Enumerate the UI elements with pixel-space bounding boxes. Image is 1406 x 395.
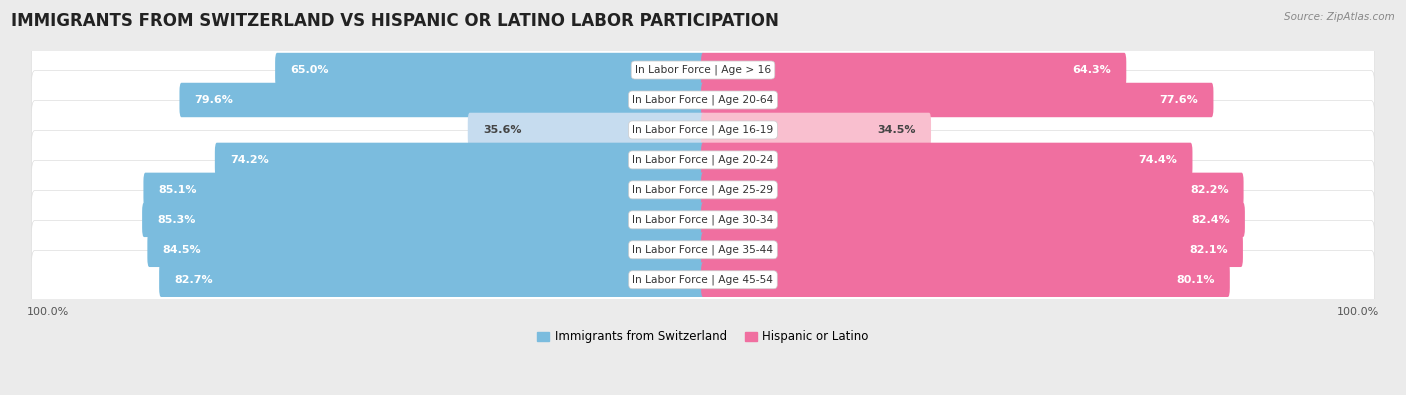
FancyBboxPatch shape — [702, 233, 1243, 267]
FancyBboxPatch shape — [31, 41, 1375, 100]
FancyBboxPatch shape — [31, 190, 1375, 249]
Text: In Labor Force | Age 25-29: In Labor Force | Age 25-29 — [633, 184, 773, 195]
FancyBboxPatch shape — [148, 233, 704, 267]
FancyBboxPatch shape — [31, 71, 1375, 129]
Text: In Labor Force | Age 45-54: In Labor Force | Age 45-54 — [633, 275, 773, 285]
FancyBboxPatch shape — [142, 203, 704, 237]
Text: 35.6%: 35.6% — [482, 125, 522, 135]
FancyBboxPatch shape — [31, 101, 1375, 159]
FancyBboxPatch shape — [468, 113, 704, 147]
FancyBboxPatch shape — [180, 83, 704, 117]
FancyBboxPatch shape — [702, 53, 1126, 87]
Text: 74.2%: 74.2% — [231, 155, 269, 165]
Text: 77.6%: 77.6% — [1160, 95, 1198, 105]
FancyBboxPatch shape — [276, 53, 704, 87]
FancyBboxPatch shape — [143, 173, 704, 207]
Text: 84.5%: 84.5% — [163, 245, 201, 255]
FancyBboxPatch shape — [702, 173, 1243, 207]
Text: In Labor Force | Age 35-44: In Labor Force | Age 35-44 — [633, 245, 773, 255]
FancyBboxPatch shape — [31, 250, 1375, 309]
Text: 64.3%: 64.3% — [1073, 65, 1111, 75]
FancyBboxPatch shape — [159, 263, 704, 297]
FancyBboxPatch shape — [31, 131, 1375, 189]
Text: 82.4%: 82.4% — [1191, 215, 1230, 225]
FancyBboxPatch shape — [702, 263, 1230, 297]
Legend: Immigrants from Switzerland, Hispanic or Latino: Immigrants from Switzerland, Hispanic or… — [533, 325, 873, 348]
Text: 65.0%: 65.0% — [290, 65, 329, 75]
FancyBboxPatch shape — [702, 143, 1192, 177]
Text: 80.1%: 80.1% — [1177, 275, 1215, 285]
Text: Source: ZipAtlas.com: Source: ZipAtlas.com — [1284, 12, 1395, 22]
Text: In Labor Force | Age > 16: In Labor Force | Age > 16 — [636, 65, 770, 75]
Text: 79.6%: 79.6% — [194, 95, 233, 105]
Text: In Labor Force | Age 20-24: In Labor Force | Age 20-24 — [633, 155, 773, 165]
Text: IMMIGRANTS FROM SWITZERLAND VS HISPANIC OR LATINO LABOR PARTICIPATION: IMMIGRANTS FROM SWITZERLAND VS HISPANIC … — [11, 12, 779, 30]
Text: 85.1%: 85.1% — [159, 185, 197, 195]
FancyBboxPatch shape — [702, 83, 1213, 117]
Text: 34.5%: 34.5% — [877, 125, 915, 135]
FancyBboxPatch shape — [215, 143, 704, 177]
Text: 85.3%: 85.3% — [157, 215, 195, 225]
Text: 82.1%: 82.1% — [1189, 245, 1227, 255]
FancyBboxPatch shape — [702, 113, 931, 147]
Text: 82.2%: 82.2% — [1189, 185, 1229, 195]
FancyBboxPatch shape — [31, 220, 1375, 279]
Text: In Labor Force | Age 16-19: In Labor Force | Age 16-19 — [633, 125, 773, 135]
FancyBboxPatch shape — [702, 203, 1244, 237]
Text: In Labor Force | Age 30-34: In Labor Force | Age 30-34 — [633, 214, 773, 225]
Text: 82.7%: 82.7% — [174, 275, 212, 285]
FancyBboxPatch shape — [31, 160, 1375, 219]
Text: In Labor Force | Age 20-64: In Labor Force | Age 20-64 — [633, 95, 773, 105]
Text: 74.4%: 74.4% — [1139, 155, 1177, 165]
